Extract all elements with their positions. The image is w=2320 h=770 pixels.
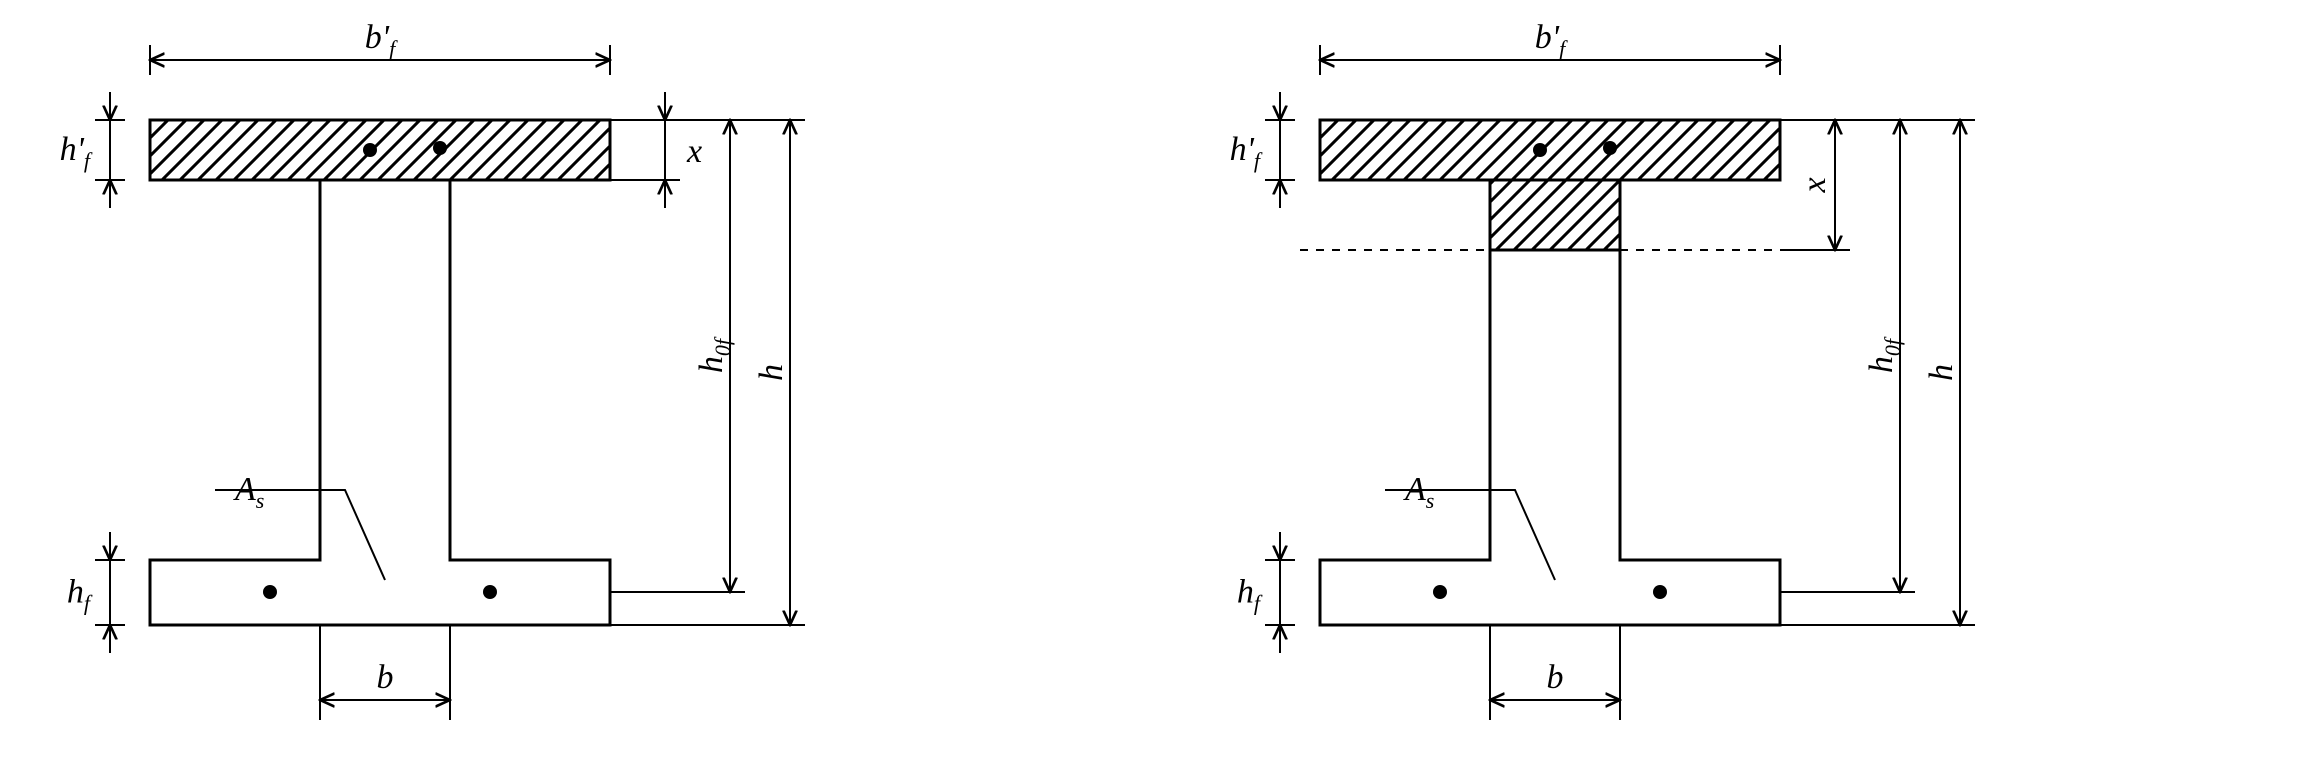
svg-text:h: h (1923, 364, 1960, 381)
t-beam-section: As b'f h'f hf b x h0f h (1230, 19, 1975, 720)
svg-text:h0f: h0f (1863, 336, 1905, 373)
rebar-top (1533, 143, 1547, 157)
label-x: x (686, 133, 702, 170)
rebar-bottom (483, 585, 497, 599)
compression-flange (1320, 120, 1780, 180)
compression-flange (150, 120, 610, 180)
svg-text:b: b (377, 659, 394, 696)
label-x: x (1796, 177, 1833, 193)
rebar-top (363, 143, 377, 157)
svg-text:As: As (233, 471, 264, 513)
t-beam-section: As b'f h'f hf b x h0f h (60, 19, 805, 720)
rebar-bottom (1653, 585, 1667, 599)
svg-text:h'f: h'f (1230, 131, 1263, 173)
svg-text:b'f: b'f (1535, 19, 1568, 61)
t-beam-diagram-pair: As b'f h'f hf b x h0f h As b'f h'f hf b x h0f h (0, 0, 2320, 770)
svg-text:b'f: b'f (365, 19, 398, 61)
rebar-top (433, 141, 447, 155)
svg-text:h: h (753, 364, 790, 381)
rebar-bottom (263, 585, 277, 599)
svg-text:b: b (1547, 659, 1564, 696)
svg-text:hf: hf (1237, 574, 1263, 616)
svg-text:As: As (1403, 471, 1434, 513)
compression-web (1490, 180, 1620, 250)
rebar-top (1603, 141, 1617, 155)
svg-text:h0f: h0f (693, 336, 735, 373)
rebar-bottom (1433, 585, 1447, 599)
svg-text:h'f: h'f (60, 131, 93, 173)
section-outline (150, 120, 610, 625)
svg-text:hf: hf (67, 574, 93, 616)
